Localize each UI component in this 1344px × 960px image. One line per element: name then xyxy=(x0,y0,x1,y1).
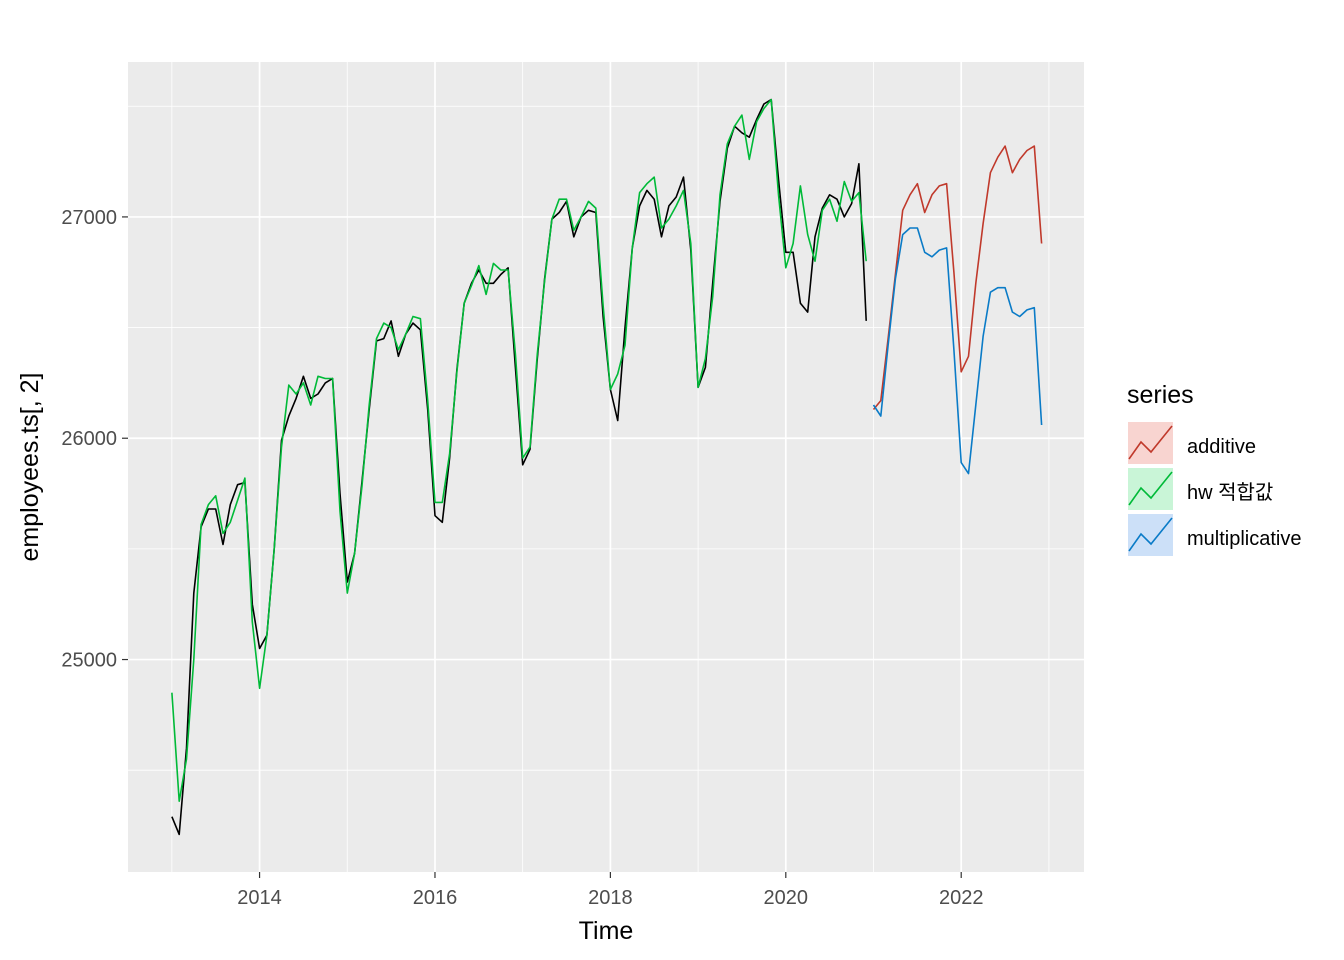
legend-title: series xyxy=(1127,381,1194,409)
legend-key-multiplicative-line xyxy=(1128,517,1173,552)
major-gridlines xyxy=(128,62,1084,872)
legend-key-hw xyxy=(1128,468,1173,510)
x-tick-label: 2018 xyxy=(588,887,633,909)
legend-label-multiplicative: multiplicative xyxy=(1187,528,1301,550)
legend-key-multiplicative-swatch xyxy=(1128,514,1173,556)
legend-key-additive-line xyxy=(1128,425,1173,460)
legend-key-additive xyxy=(1128,422,1173,464)
y-tick-label: 27000 xyxy=(61,207,117,229)
legend-keys xyxy=(1128,422,1173,556)
y-tick-label: 25000 xyxy=(61,650,117,672)
legend-key-hw-swatch xyxy=(1128,468,1173,510)
legend-key-additive-swatch xyxy=(1128,422,1173,464)
x-tick-label: 2014 xyxy=(237,887,282,909)
legend-key-multiplicative xyxy=(1128,514,1173,556)
plot-panel xyxy=(128,62,1084,872)
x-tick-label: 2016 xyxy=(413,887,458,909)
series-lines xyxy=(171,98,1043,836)
legend-key-hw-line xyxy=(1128,471,1173,506)
legend-label-additive: additive xyxy=(1187,436,1256,458)
y-axis-title: employees.ts[, 2] xyxy=(16,373,44,562)
axes: 2014 2016 2018 2020 2022 25000 26000 27000 xyxy=(61,207,983,909)
series-line-multiplicative xyxy=(872,227,1043,475)
y-tick-label: 26000 xyxy=(61,428,117,450)
x-axis-title: Time xyxy=(579,917,634,945)
legend-label-hw: hw 적합값 xyxy=(1187,481,1273,504)
series-line-additive xyxy=(872,145,1043,411)
minor-gridlines xyxy=(128,62,1084,872)
series-line-hw xyxy=(171,98,867,803)
x-tick-label: 2022 xyxy=(939,887,984,909)
x-tick-label: 2020 xyxy=(764,887,809,909)
legend: series additive hw 적합값 multiplicative xyxy=(1127,381,1301,556)
